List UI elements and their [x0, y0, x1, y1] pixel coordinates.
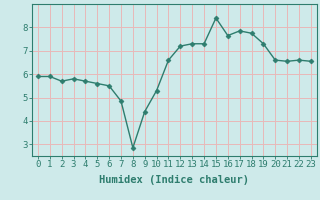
- X-axis label: Humidex (Indice chaleur): Humidex (Indice chaleur): [100, 175, 249, 185]
